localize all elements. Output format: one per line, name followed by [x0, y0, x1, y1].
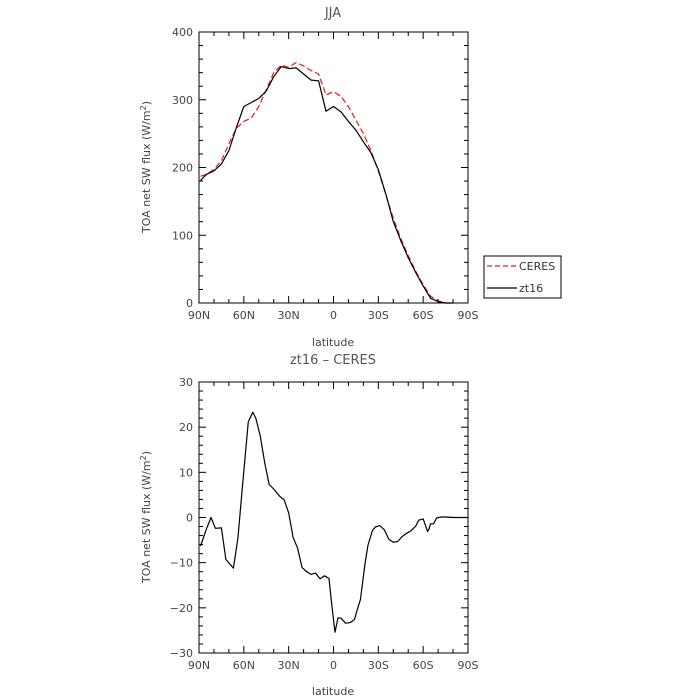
panel-top-frame [198, 31, 469, 304]
panel-top-xlabel: latitude [312, 336, 354, 349]
panel-bottom-ylabel: TOA net SW flux (W/m2) [139, 451, 153, 584]
series-line-zt16 [200, 65, 454, 304]
panel-top: JJA 90N 60N 30N 0 30S 60S 90S 0 100 200 300 400 lat… [139, 6, 479, 349]
y-tick-label: 0 [186, 297, 193, 310]
x-tick-label: 90N [188, 659, 210, 672]
y-tick-label: −20 [170, 602, 193, 615]
x-tick-label: 0 [330, 309, 337, 322]
panel-bottom-series [199, 411, 468, 633]
y-tick-label: 200 [172, 162, 193, 175]
legend-label-zt16: zt16 [519, 282, 543, 295]
y-tick-label: 400 [172, 26, 193, 39]
panel-top-ticks: 90N 60N 30N 0 30S 60S 90S 0 100 200 300 400 [172, 26, 479, 322]
x-tick-label: 90S [458, 659, 479, 672]
x-tick-label: 90S [458, 309, 479, 322]
x-tick-label: 30N [278, 309, 300, 322]
panel-top-ylabel: TOA net SW flux (W/m2) [139, 101, 153, 234]
y-tick-label: 20 [179, 421, 193, 434]
y-tick-label: 0 [186, 512, 193, 525]
y-tick-label: 30 [179, 376, 193, 389]
y-tick-label: 100 [172, 229, 193, 242]
legend-box [483, 255, 562, 299]
legend: CERES zt16 [483, 255, 562, 299]
x-tick-label: 60N [233, 309, 255, 322]
x-tick-label: 60S [413, 309, 434, 322]
panel-bottom-ticks: 90N 60N 30N 0 30S 60S 90S −30 −20 −10 0 10 20 30 [170, 376, 479, 672]
x-tick-label: 60N [233, 659, 255, 672]
panel-bottom-title: zt16 – CERES [290, 353, 376, 368]
x-tick-label: 30N [278, 659, 300, 672]
x-tick-label: 60S [413, 659, 434, 672]
x-tick-label: 0 [330, 659, 337, 672]
series-line-ceres [200, 61, 454, 304]
legend-label-ceres: CERES [519, 260, 555, 273]
series-line-difference [199, 411, 468, 633]
panel-bottom-xlabel: latitude [312, 685, 354, 698]
x-tick-label: 30S [368, 659, 389, 672]
y-tick-label: 300 [172, 94, 193, 107]
panel-bottom-frame [198, 381, 469, 654]
panel-top-title: JJA [324, 6, 341, 21]
x-tick-label: 30S [368, 309, 389, 322]
y-tick-label: 10 [179, 466, 193, 479]
y-tick-label: −30 [170, 647, 193, 660]
y-tick-label: −10 [170, 557, 193, 570]
panel-bottom: zt16 – CERES 90N 60N 30N 0 30S 60S 90S −30 −20 −1… [139, 353, 479, 698]
panel-top-series [200, 61, 454, 304]
x-tick-label: 90N [188, 309, 210, 322]
